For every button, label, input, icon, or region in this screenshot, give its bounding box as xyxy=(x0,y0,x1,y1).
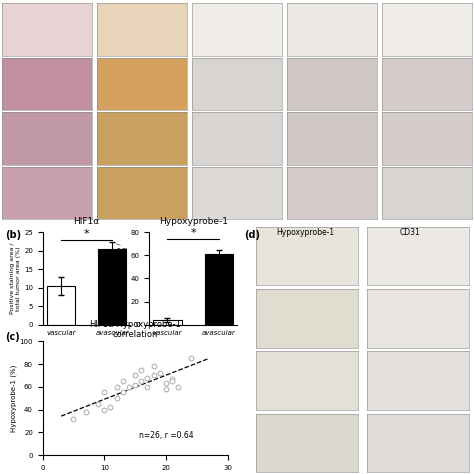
Y-axis label: Positive staining area /
total tumor area (%): Positive staining area / total tumor are… xyxy=(117,243,128,314)
Point xyxy=(156,369,164,377)
Text: CD31: CD31 xyxy=(400,228,420,237)
Point xyxy=(150,372,157,379)
Title: Hypoxyprobe-1: Hypoxyprobe-1 xyxy=(159,217,228,226)
Point xyxy=(144,383,151,391)
Point xyxy=(150,363,157,370)
Point xyxy=(131,381,139,388)
Point xyxy=(162,380,170,387)
Text: (d): (d) xyxy=(244,230,260,240)
Point xyxy=(174,383,182,391)
Point xyxy=(100,389,108,396)
Bar xyxy=(46,286,75,325)
Point xyxy=(70,415,77,422)
Point xyxy=(131,372,139,379)
Point xyxy=(168,375,176,383)
Bar xyxy=(205,254,233,325)
Text: n=26, r =0.64: n=26, r =0.64 xyxy=(139,431,193,440)
Text: *: * xyxy=(84,228,89,238)
Point xyxy=(137,366,145,374)
Text: (c): (c) xyxy=(5,332,19,342)
Point xyxy=(144,374,151,382)
Point xyxy=(94,400,102,408)
Bar xyxy=(98,249,127,325)
Point xyxy=(168,377,176,385)
Point xyxy=(187,355,194,362)
Point xyxy=(113,383,120,391)
Point xyxy=(82,408,90,416)
Point xyxy=(119,377,127,385)
Point xyxy=(162,385,170,393)
Point xyxy=(113,394,120,402)
Text: (b): (b) xyxy=(5,230,21,240)
Point xyxy=(107,403,114,411)
Point xyxy=(125,383,133,391)
Text: Hypoxyprobe-1: Hypoxyprobe-1 xyxy=(277,228,335,237)
Point xyxy=(119,389,127,396)
Title: HIF1α: HIF1α xyxy=(73,217,100,226)
Y-axis label: Positive staining area /
total tumor area (%): Positive staining area / total tumor are… xyxy=(10,243,21,314)
Y-axis label: Hypoxyprobe-1 (%): Hypoxyprobe-1 (%) xyxy=(10,365,17,432)
Point xyxy=(100,406,108,413)
Title: HIF1α-Hypoxyprobe-1
correlation: HIF1α-Hypoxyprobe-1 correlation xyxy=(89,320,181,339)
Bar xyxy=(153,320,182,325)
Text: *: * xyxy=(191,228,196,238)
Point xyxy=(137,377,145,385)
